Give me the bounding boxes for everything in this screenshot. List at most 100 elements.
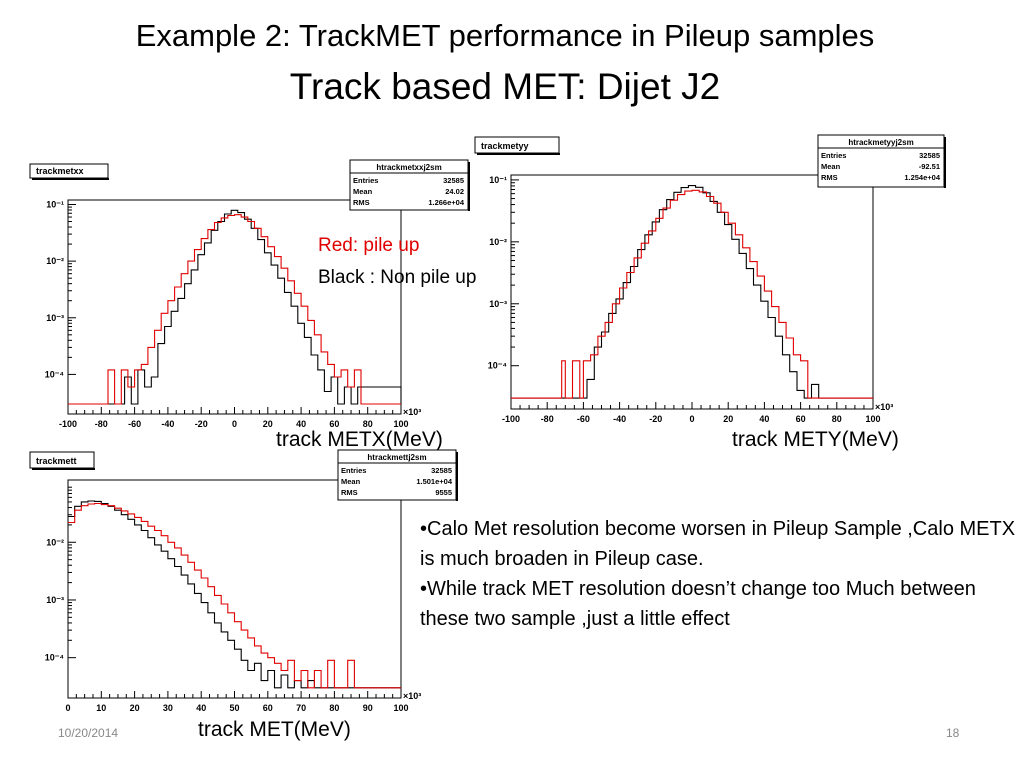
- legend-pileup: Red: pile up: [318, 235, 420, 256]
- stats-key: Mean: [821, 162, 841, 171]
- x-axis-caption-met: track MET(MeV): [198, 718, 351, 741]
- slide-title-line2: Track based MET: Dijet J2: [289, 66, 721, 107]
- x-tick-label: -100: [502, 414, 520, 424]
- x-tick-label: 100: [393, 703, 408, 713]
- stats-key: Entries: [821, 151, 846, 160]
- stats-value: 24.02: [445, 187, 464, 196]
- x-tick-label: -60: [577, 414, 590, 424]
- x-tick-label: 60: [796, 414, 806, 424]
- stats-key: Mean: [341, 477, 361, 486]
- y-tick-label: 10⁻²: [489, 237, 507, 247]
- notes-block: •Calo Met resolution become worsen in Pi…: [420, 514, 1020, 634]
- stats-key: Mean: [353, 187, 373, 196]
- chart-trackmett: 0 10 20 30 40 50 60 70 80 90 100 ×10³ 10⁻² 10⁻³ 10⁻⁴ tr…: [28, 449, 458, 720]
- x-tick-label: 80: [363, 419, 373, 429]
- series-pileup-line: [68, 502, 401, 689]
- x-tick-label: 80: [832, 414, 842, 424]
- y-tick-label: 10⁻⁴: [488, 361, 507, 371]
- x-tick-label: 60: [329, 419, 339, 429]
- stats-key: RMS: [821, 173, 838, 182]
- stats-key: Entries: [341, 466, 366, 475]
- plot-frame: [67, 479, 402, 699]
- chart-trackmetyy-svg: -100 -80 -60 -40 -20 0 20 40 60 80 100 ×10³ 10⁻¹ 10⁻²…: [474, 134, 946, 424]
- x-tick-label: 70: [296, 703, 306, 713]
- x-tick-label: 30: [163, 703, 173, 713]
- x-tick-label: 40: [196, 703, 206, 713]
- x-tick-label: 0: [689, 414, 694, 424]
- series-pileup-line: [68, 214, 401, 405]
- x-tick-label: 20: [130, 703, 140, 713]
- stats-box: [337, 449, 457, 501]
- x-tick-label: -100: [59, 419, 77, 429]
- histogram-name: trackmetxx: [36, 166, 84, 176]
- legend-nonpileup: Black : Non pile up: [318, 267, 477, 288]
- chart-trackmett-svg: 0 10 20 30 40 50 60 70 80 90 100 ×10³ 10⁻² 10⁻³ 10⁻⁴ tr…: [29, 449, 458, 713]
- x-tick-label: 60: [263, 703, 273, 713]
- x-multiplier-label: ×10³: [403, 691, 421, 701]
- x-axis-caption-metx: track METX(MeV): [276, 428, 443, 451]
- stats-value: 32585: [431, 466, 452, 475]
- x-tick-label: 40: [759, 414, 769, 424]
- histogram-name: trackmett: [36, 456, 77, 466]
- x-tick-label: 100: [865, 414, 880, 424]
- x-multiplier-label: ×10³: [403, 407, 421, 417]
- page-number: 18: [946, 726, 960, 740]
- x-tick-label: 20: [263, 419, 273, 429]
- x-tick-label: -80: [95, 419, 108, 429]
- plot-frame: [67, 199, 402, 415]
- series-nonpileup-line: [511, 185, 873, 399]
- stats-value: 32585: [443, 176, 464, 185]
- y-tick-label: 10⁻⁴: [45, 653, 64, 663]
- y-tick-label: 10⁻²: [46, 537, 64, 547]
- x-tick-label: 90: [363, 703, 373, 713]
- y-tick-label: 10⁻³: [489, 299, 507, 309]
- stats-title: htrackmettj2sm: [367, 453, 426, 462]
- x-tick-label: -20: [649, 414, 662, 424]
- x-multiplier-label: ×10³: [875, 402, 893, 412]
- x-tick-label: -20: [195, 419, 208, 429]
- x-tick-label: -40: [613, 414, 626, 424]
- y-tick-label: 10⁻¹: [489, 175, 507, 185]
- x-tick-label: -80: [541, 414, 554, 424]
- stats-value: -92.51: [919, 162, 940, 171]
- stats-key: RMS: [353, 198, 370, 207]
- histogram-name: trackmetyy: [481, 141, 529, 151]
- y-tick-label: 10⁻¹: [46, 199, 64, 209]
- stats-title: htrackmetyyj2sm: [848, 138, 913, 147]
- stats-value: 1.266e+04: [428, 198, 464, 207]
- note-item: •While track MET resolution doesn’t chan…: [420, 578, 976, 630]
- stats-key: RMS: [341, 488, 358, 497]
- x-tick-label: 0: [65, 703, 70, 713]
- series-nonpileup-line: [68, 209, 402, 405]
- stats-value: 1.501e+04: [416, 477, 452, 486]
- x-tick-label: 0: [232, 419, 237, 429]
- plot-frame: [510, 174, 874, 410]
- stats-value: 32585: [919, 151, 940, 160]
- slide-title-line1: Example 2: TrackMET performance in Pileu…: [135, 18, 875, 53]
- x-tick-label: -60: [128, 419, 141, 429]
- chart-trackmetxx-svg: -100 -80 -60 -40 -20 0 20 40 60 80 100 ×10³ 10⁻¹ 10⁻²…: [29, 159, 470, 429]
- x-tick-label: 100: [393, 419, 408, 429]
- stats-value: 1.254e+04: [904, 173, 940, 182]
- stats-key: Entries: [353, 176, 378, 185]
- x-tick-label: 40: [296, 419, 306, 429]
- chart-trackmetyy: -100 -80 -60 -40 -20 0 20 40 60 80 100 ×10³ 10⁻¹ 10⁻²…: [473, 134, 946, 430]
- y-tick-label: 10⁻⁴: [45, 369, 64, 379]
- x-tick-label: 80: [329, 703, 339, 713]
- stats-box: [817, 134, 945, 188]
- y-tick-label: 10⁻³: [46, 313, 64, 323]
- stats-title: htrackmetxxj2sm: [376, 163, 441, 172]
- y-tick-label: 10⁻²: [46, 256, 64, 266]
- note-item: •Calo Met resolution become worsen in Pi…: [420, 518, 1016, 570]
- x-axis-caption-mety: track METY(MeV): [732, 428, 899, 451]
- x-tick-label: 20: [723, 414, 733, 424]
- x-tick-label: 50: [229, 703, 239, 713]
- series-pileup-line: [511, 189, 873, 399]
- stats-value: 9555: [435, 488, 452, 497]
- footer-date: 10/20/2014: [58, 726, 119, 740]
- chart-trackmetxx: -100 -80 -60 -40 -20 0 20 40 60 80 100 ×10³ 10⁻¹ 10⁻²…: [28, 159, 470, 435]
- color-legend: Red: pile up Black : Non pile up: [318, 230, 476, 294]
- series-nonpileup-line: [68, 500, 401, 689]
- x-tick-label: -40: [161, 419, 174, 429]
- y-tick-label: 10⁻³: [46, 595, 64, 605]
